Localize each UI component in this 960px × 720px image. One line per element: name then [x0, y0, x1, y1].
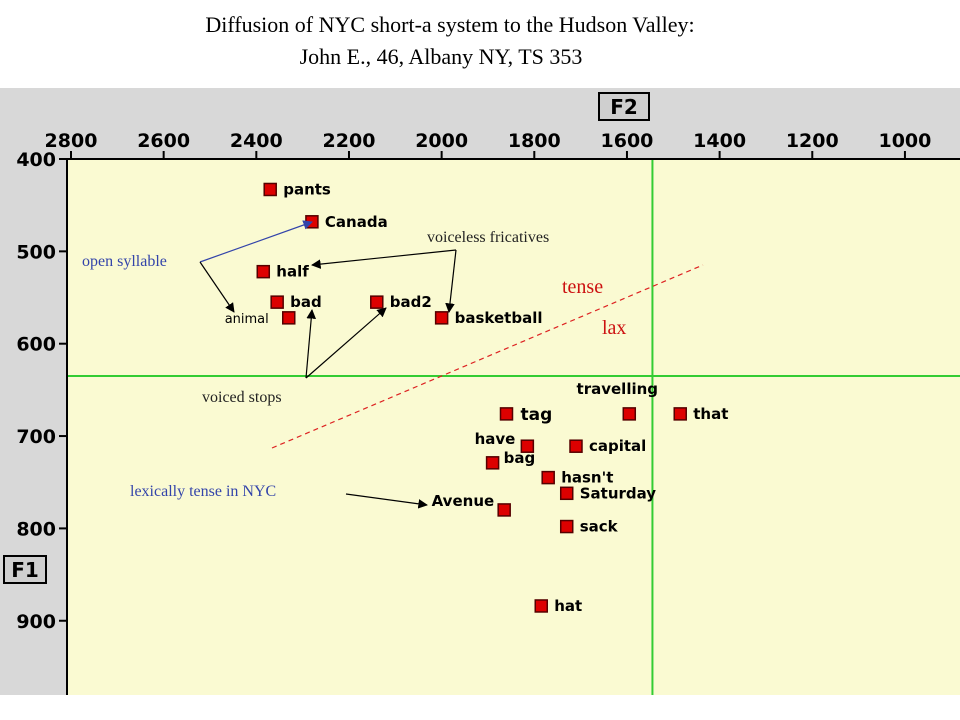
- x-tick-label: 1600: [601, 130, 654, 152]
- data-point-label: have: [475, 430, 516, 448]
- annotation-voiced-stops: voiced stops: [202, 389, 282, 406]
- arrow-open-syllable-canada: [199, 220, 313, 263]
- tense-lax-divider: [271, 264, 704, 449]
- chart-title-line1: Diffusion of NYC short-a system to the H…: [205, 12, 695, 37]
- data-point-have: [520, 439, 535, 453]
- annotation-lax: lax: [602, 317, 626, 339]
- data-point-label: hasn't: [561, 469, 613, 487]
- data-point-bad2: [370, 295, 384, 309]
- data-point-label: that: [693, 405, 728, 423]
- data-points: pants Canada half bad bad2 animal basketball ta…: [225, 180, 729, 614]
- arrow-fricatives-half: [311, 249, 457, 269]
- data-point-pants: [263, 182, 277, 197]
- data-point-label: half: [276, 263, 309, 281]
- x-axis-label-box: [598, 92, 650, 121]
- data-point-bag: [485, 456, 500, 470]
- x-tick-label: 2800: [45, 130, 98, 152]
- data-point-label: Avenue: [432, 492, 495, 510]
- data-point-that: [673, 407, 687, 421]
- y-tick-label: 600: [16, 334, 56, 356]
- x-tick-label: 1200: [786, 130, 839, 152]
- data-point-saturday: [559, 486, 574, 501]
- x-tick-label: 2000: [415, 130, 468, 152]
- x-tick-label: 1400: [693, 130, 746, 152]
- data-point-animal: [282, 311, 296, 325]
- annotation-lexically-tense: lexically tense in NYC: [130, 483, 276, 500]
- annotation-tense: tense: [562, 276, 603, 298]
- data-point-hasnt: [541, 470, 555, 485]
- x-tick-label: 2600: [137, 130, 190, 152]
- y-axis-label-box: [3, 555, 47, 584]
- x-tick-label: 1000: [878, 130, 931, 152]
- data-point-travelling: [622, 407, 637, 421]
- x-tick-label: 2400: [230, 130, 283, 152]
- data-point-label: sack: [580, 518, 619, 536]
- data-point-bad: [270, 295, 284, 309]
- data-point-label: tag: [521, 405, 553, 425]
- data-point-tag: [499, 407, 514, 421]
- data-point-basketball: [434, 311, 449, 325]
- arrow-voiced-bad: [305, 309, 317, 379]
- x-axis-ticks: 2800 2600 2400 2200 2000 1800 1600 1400 1200 1000: [45, 130, 931, 159]
- annotation-open-syllable: open syllable: [82, 253, 167, 270]
- data-point-label: basketball: [455, 309, 543, 327]
- arrow-fricatives-basketball: [445, 249, 457, 313]
- y-axis-label: F1: [11, 558, 39, 582]
- chart-title-line2: John E., 46, Albany NY, TS 353: [299, 44, 583, 69]
- arrow-voiced-bad2: [305, 307, 387, 379]
- data-point-label: bag: [504, 449, 536, 467]
- data-point-half: [256, 264, 271, 279]
- data-point-hat: [534, 599, 548, 613]
- annotation-voiceless-fricatives: voiceless fricatives: [427, 229, 549, 246]
- data-point-capital: [569, 439, 583, 453]
- x-tick-label: 1800: [508, 130, 561, 152]
- data-point-label: animal: [225, 312, 269, 327]
- y-tick-label: 700: [16, 426, 56, 448]
- x-tick-label: 2200: [323, 130, 376, 152]
- y-axis-ticks: 400 500 600 700 800 900: [16, 149, 67, 633]
- data-point-label: capital: [589, 437, 646, 455]
- formant-chart: 2800 2600 2400 2200 2000 1800 1600 1400 1200 1000…: [0, 88, 960, 695]
- data-point-avenue: [497, 503, 511, 517]
- data-point-label: bad2: [390, 293, 432, 311]
- x-axis-label: F2: [610, 95, 638, 119]
- plot-area: [68, 160, 960, 695]
- data-point-label: bad: [290, 293, 322, 311]
- arrow-open-syllable-animal: [199, 261, 235, 313]
- data-point-label: pants: [283, 180, 331, 198]
- y-tick-label: 500: [16, 241, 56, 263]
- y-tick-label: 900: [16, 611, 56, 633]
- data-point-label: Canada: [325, 213, 388, 231]
- data-point-label: Saturday: [580, 484, 657, 502]
- data-point-label: travelling: [577, 380, 658, 398]
- arrow-lexically-tense-avenue: [345, 493, 428, 509]
- data-point-sack: [559, 519, 574, 534]
- y-tick-label: 400: [16, 149, 56, 171]
- data-point-label: hat: [554, 597, 582, 615]
- y-tick-label: 800: [16, 518, 56, 540]
